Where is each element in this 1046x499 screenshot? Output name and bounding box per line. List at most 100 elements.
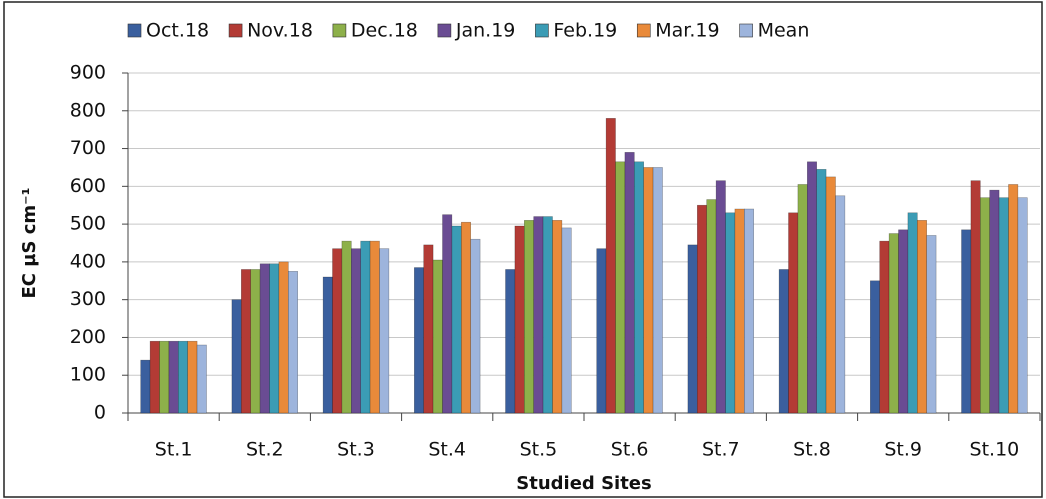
legend-label: Mar.19 — [655, 20, 719, 42]
bar — [1008, 184, 1019, 414]
x-tick-label: St.10 — [970, 439, 1020, 461]
bar — [460, 221, 471, 414]
bar — [605, 118, 616, 414]
bar — [706, 199, 717, 414]
bar — [168, 340, 179, 414]
bar — [423, 244, 434, 414]
bar — [1017, 197, 1028, 414]
bar — [926, 235, 937, 414]
bar — [379, 248, 390, 414]
bar — [322, 276, 333, 414]
legend-swatch — [636, 23, 651, 38]
x-tick-label: St.1 — [155, 439, 193, 461]
bar — [898, 229, 909, 414]
legend-label: Nov.18 — [247, 20, 313, 42]
bar — [869, 280, 880, 414]
legend-swatch — [739, 23, 753, 38]
bar — [652, 167, 663, 414]
x-tick-label: St.4 — [428, 439, 466, 461]
bar — [916, 220, 927, 414]
y-tick-label: 600 — [70, 175, 106, 197]
bar — [888, 233, 899, 414]
bar — [806, 161, 817, 414]
bar — [350, 248, 361, 414]
x-axis-label: Studied Sites — [516, 473, 651, 494]
bar — [470, 238, 481, 414]
bar — [797, 184, 808, 414]
bar — [696, 204, 707, 414]
legend-swatch — [437, 23, 452, 38]
bar — [442, 214, 453, 414]
bar — [505, 269, 516, 414]
y-tick-label: 800 — [70, 99, 106, 121]
y-tick-label: 200 — [70, 326, 106, 348]
legend-swatch — [535, 23, 549, 38]
y-tick-label: 700 — [70, 137, 106, 159]
bar — [287, 271, 298, 414]
bar — [725, 212, 736, 414]
bar — [432, 259, 443, 414]
bar — [816, 169, 827, 414]
bar — [231, 299, 242, 414]
bar — [369, 240, 380, 414]
legend-label: Dec.18 — [351, 20, 418, 42]
bar — [341, 240, 352, 414]
bar — [278, 261, 289, 414]
y-tick-label: 300 — [70, 288, 106, 310]
bar — [552, 220, 563, 414]
legend-label: Jan.19 — [455, 20, 516, 42]
bar — [825, 176, 836, 414]
x-tick-label: St.6 — [611, 439, 649, 461]
bar — [533, 216, 544, 414]
x-tick-label: St.8 — [793, 439, 831, 461]
x-tick-label: St.7 — [702, 439, 740, 461]
bar — [413, 267, 424, 414]
bar — [561, 227, 572, 414]
y-tick-label: 400 — [70, 250, 106, 272]
bar — [615, 161, 626, 414]
x-tick-label: St.5 — [520, 439, 558, 461]
bar — [451, 225, 462, 414]
legend-swatch — [332, 23, 347, 38]
x-tick-label: St.9 — [884, 439, 922, 461]
bar — [979, 197, 990, 414]
chart-frame — [3, 1, 1043, 498]
bar — [998, 197, 1009, 414]
y-tick-label: 900 — [70, 62, 106, 84]
y-tick-label: 500 — [70, 213, 106, 235]
bar — [961, 229, 972, 414]
bar — [542, 216, 553, 414]
bar — [778, 269, 789, 414]
bar — [624, 152, 635, 414]
bar — [159, 340, 170, 414]
bar — [743, 208, 754, 414]
legend-label: Oct.18 — [146, 20, 209, 42]
legend-swatch — [228, 23, 243, 38]
bar — [196, 344, 207, 414]
bar — [734, 208, 745, 414]
y-axis-label: EC µS cm⁻¹ — [19, 187, 40, 298]
bar — [970, 180, 981, 414]
bar — [178, 340, 189, 414]
y-tick-label: 0 — [94, 402, 106, 424]
x-tick-label: St.2 — [246, 439, 284, 461]
legend-label: Feb.19 — [553, 20, 617, 42]
bar — [633, 161, 644, 414]
bar — [687, 244, 698, 414]
bar — [596, 248, 607, 414]
bar — [523, 220, 534, 414]
bar — [140, 359, 151, 414]
bar — [715, 180, 726, 414]
bar — [835, 195, 846, 414]
bar — [259, 263, 270, 414]
bar — [187, 340, 198, 414]
bar — [907, 212, 918, 414]
legend-label: Mean — [758, 20, 810, 42]
bar — [360, 240, 371, 414]
y-tick-label: 100 — [70, 364, 106, 386]
x-tick-label: St.3 — [337, 439, 375, 461]
bar — [250, 269, 261, 414]
bar — [332, 248, 343, 414]
bar — [788, 212, 799, 414]
